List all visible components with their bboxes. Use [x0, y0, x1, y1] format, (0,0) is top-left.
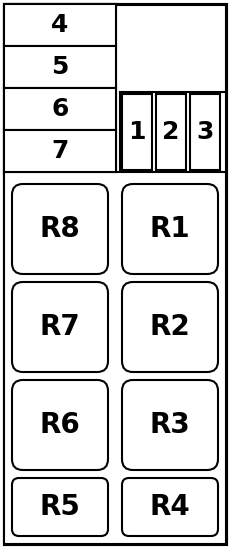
- Bar: [120, 92, 225, 172]
- Bar: [4, 4, 115, 172]
- Text: 3: 3: [196, 120, 213, 144]
- Text: 1: 1: [128, 120, 145, 144]
- Text: R4: R4: [149, 493, 190, 521]
- FancyBboxPatch shape: [12, 282, 108, 372]
- Text: 5: 5: [51, 55, 68, 79]
- Bar: [189, 94, 219, 170]
- Text: R2: R2: [149, 313, 190, 341]
- FancyBboxPatch shape: [12, 380, 108, 470]
- Text: 6: 6: [51, 97, 68, 121]
- Bar: [121, 94, 151, 170]
- FancyBboxPatch shape: [12, 184, 108, 274]
- Text: R3: R3: [149, 411, 190, 439]
- Bar: [4, 46, 115, 88]
- Text: 7: 7: [51, 139, 68, 163]
- Text: R5: R5: [39, 493, 80, 521]
- FancyBboxPatch shape: [121, 478, 217, 536]
- Bar: [4, 88, 115, 130]
- Bar: [4, 130, 115, 172]
- Bar: [4, 4, 115, 46]
- Bar: [4, 172, 225, 544]
- FancyBboxPatch shape: [12, 478, 108, 536]
- FancyBboxPatch shape: [121, 380, 217, 470]
- Bar: [155, 94, 185, 170]
- Text: 4: 4: [51, 13, 68, 37]
- FancyBboxPatch shape: [121, 184, 217, 274]
- Text: R6: R6: [39, 411, 80, 439]
- FancyBboxPatch shape: [121, 282, 217, 372]
- Text: R1: R1: [149, 215, 189, 243]
- Text: R7: R7: [39, 313, 80, 341]
- Text: 2: 2: [162, 120, 179, 144]
- Text: R8: R8: [39, 215, 80, 243]
